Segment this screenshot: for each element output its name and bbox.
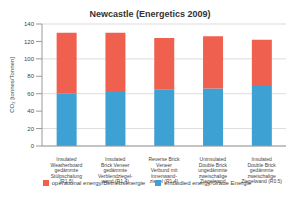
svg-text:InsulatedWeatherboardgedämmteS: InsulatedWeatherboardgedämmteStülpschalu… [51, 156, 83, 184]
svg-text:100: 100 [24, 56, 35, 62]
svg-text:120: 120 [24, 39, 35, 45]
svg-text:UninsulatedDouble Brickungedäm: UninsulatedDouble Brickungedämmtezweisch… [198, 156, 227, 184]
svg-text:InsulatedDouble Brickgedämmtez: InsulatedDouble Brickgedämmtezweischalig… [241, 156, 282, 184]
html-text:operational energy/Betriebsene: operational energy/Betriebsenergie [51, 180, 146, 186]
svg-text:Reverse BrickVeneerVerbund mit: Reverse BrickVeneerVerbund mitInnenwand-… [148, 156, 180, 184]
svg-text:80: 80 [27, 73, 34, 79]
html-text:Newcastle (Energetics 2009): Newcastle (Energetics 2009) [89, 9, 211, 19]
svg-text:60: 60 [27, 91, 34, 97]
svg-text:140: 140 [24, 21, 35, 27]
svg-text:CO₂ [tonnes/Tonnen]: CO₂ [tonnes/Tonnen] [9, 57, 15, 113]
html-text:embodied energy/Graue Energie: embodied energy/Graue Energie [164, 180, 252, 186]
svg-text:0: 0 [31, 143, 35, 149]
svg-text:40: 40 [27, 108, 34, 114]
svg-text:InsulatedBrick VeneergedämmteV: InsulatedBrick VeneergedämmteVerblendzie… [98, 156, 133, 184]
svg-text:20: 20 [27, 126, 34, 132]
